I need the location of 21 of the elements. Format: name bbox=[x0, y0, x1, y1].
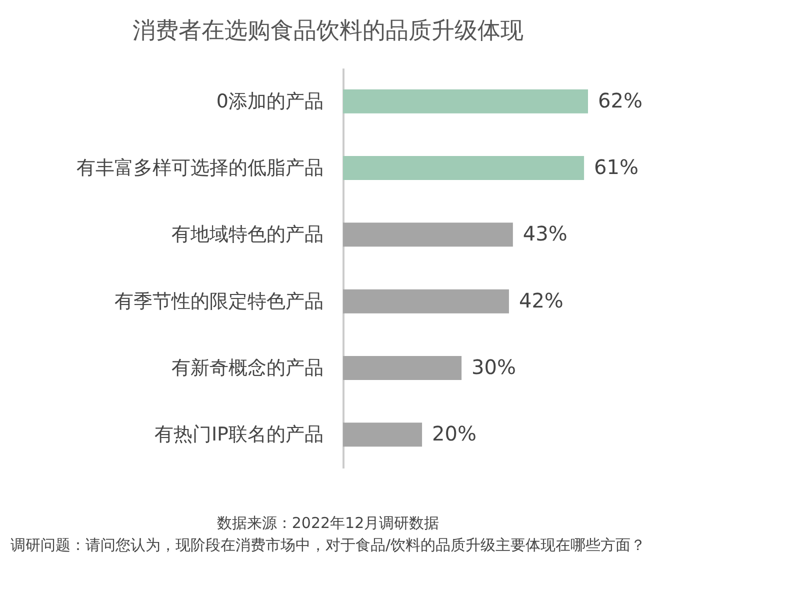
data-label: 42% bbox=[518, 288, 564, 312]
y-tick-label: 有新奇概念的产品 bbox=[172, 357, 324, 379]
bar bbox=[343, 222, 513, 247]
data-label: 62% bbox=[598, 88, 642, 112]
bar bbox=[343, 356, 462, 380]
data-label: 43% bbox=[522, 222, 568, 246]
bar bbox=[343, 422, 422, 447]
y-tick-label: 有季节性的限定特色产品 bbox=[114, 290, 324, 312]
y-tick-label: 有丰富多样可选择的低脂产品 bbox=[76, 157, 324, 179]
bar bbox=[343, 156, 584, 180]
source-note: 数据来源：2022年12月调研数据 bbox=[216, 514, 440, 532]
y-tick-label: 有热门IP联名的产品 bbox=[154, 424, 324, 446]
y-tick-label: 0添加的产品 bbox=[216, 90, 324, 112]
bar bbox=[343, 289, 509, 314]
bar bbox=[343, 89, 588, 114]
y-tick-label: 有地域特色的产品 bbox=[172, 224, 324, 246]
text: 调研问题：请问您认为，现阶段在消费市场中，对于食品/饮料的品质升级主要体现在哪些方面？ bbox=[10, 536, 646, 554]
data-label: 20% bbox=[432, 422, 476, 446]
data-label: 30% bbox=[472, 355, 516, 379]
chart-title: 消费者在选购食品饮料的品质升级体现 bbox=[132, 18, 524, 44]
data-label: 61% bbox=[594, 155, 638, 179]
